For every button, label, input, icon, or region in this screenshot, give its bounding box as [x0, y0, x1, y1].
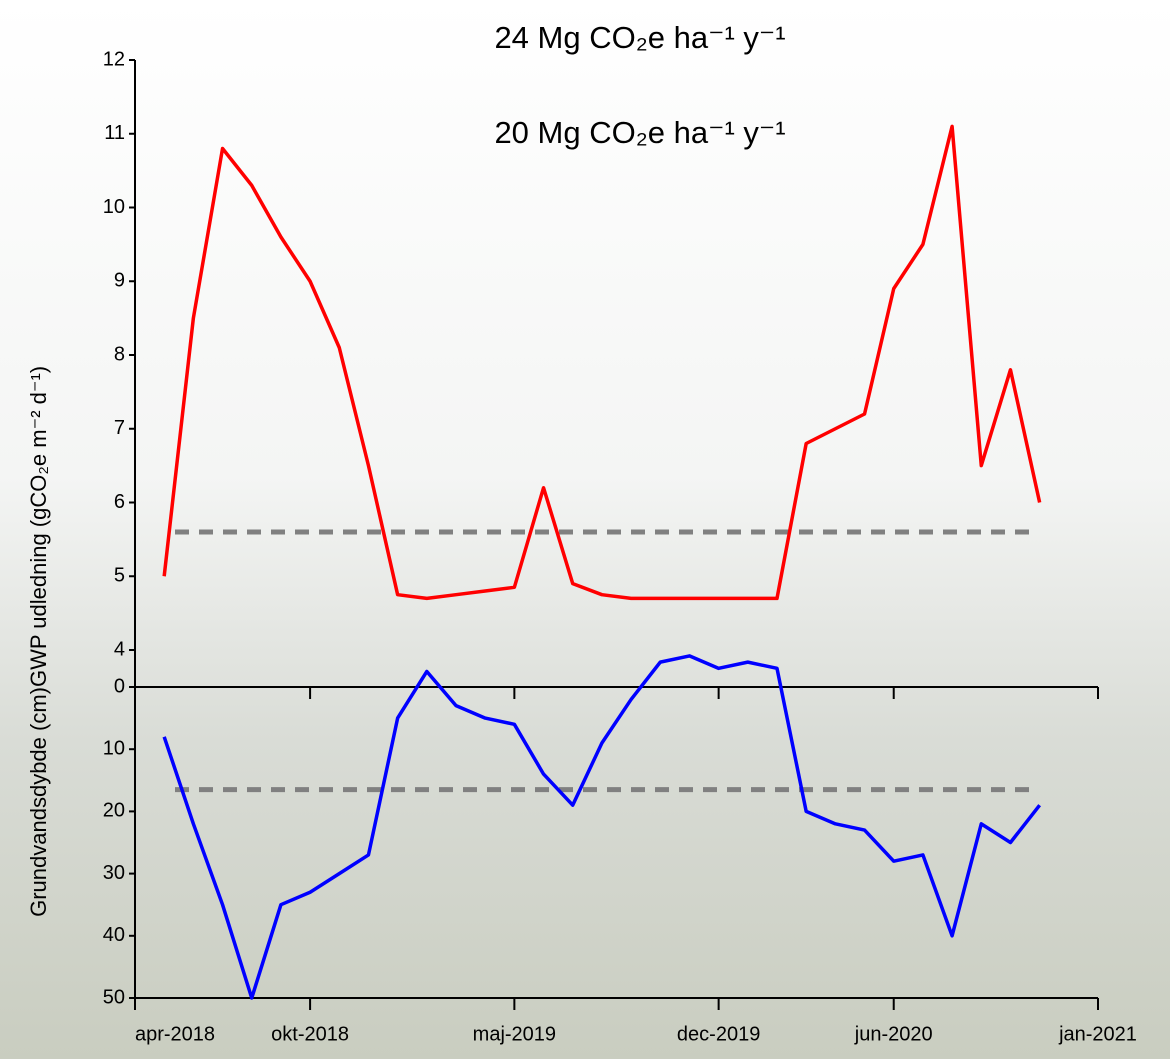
y-label: Grundvandsdybde (cm)	[26, 687, 51, 917]
x-tick-label: apr-2018	[135, 1023, 215, 1045]
y-tick-label: 0	[114, 675, 125, 697]
x-tick-label: maj-2019	[473, 1023, 556, 1045]
x-tick-label: okt-2018	[271, 1023, 349, 1045]
y-tick-label: 12	[103, 48, 125, 70]
x-tick-label: dec-2019	[677, 1023, 760, 1045]
y-tick-label: 4	[114, 638, 125, 660]
y-tick-label: 11	[104, 122, 125, 144]
x-tick-label: jun-2020	[854, 1023, 933, 1045]
y-tick-label: 50	[103, 986, 125, 1008]
y-tick-label: 10	[103, 196, 125, 218]
y-tick-label: 30	[103, 862, 125, 884]
annotation: 20 Mg CO₂e ha⁻¹ y⁻¹	[494, 115, 785, 150]
y-tick-label: 9	[114, 270, 125, 292]
x-tick-label: jan-2021	[1058, 1023, 1137, 1045]
y-tick-label: 7	[114, 417, 125, 439]
y-tick-label: 20	[103, 800, 125, 822]
series-line	[162, 654, 1042, 1000]
y-tick-label: 10	[103, 737, 125, 759]
y-tick-label: 6	[114, 491, 125, 513]
annotation: 24 Mg CO₂e ha⁻¹ y⁻¹	[494, 20, 785, 55]
y-label: GWP udledning (gCO₂e m⁻² d⁻¹)	[26, 366, 51, 687]
series-line	[162, 124, 1042, 601]
y-tick-label: 40	[103, 924, 125, 946]
y-tick-label: 5	[114, 565, 125, 587]
y-tick-label: 8	[114, 343, 125, 365]
